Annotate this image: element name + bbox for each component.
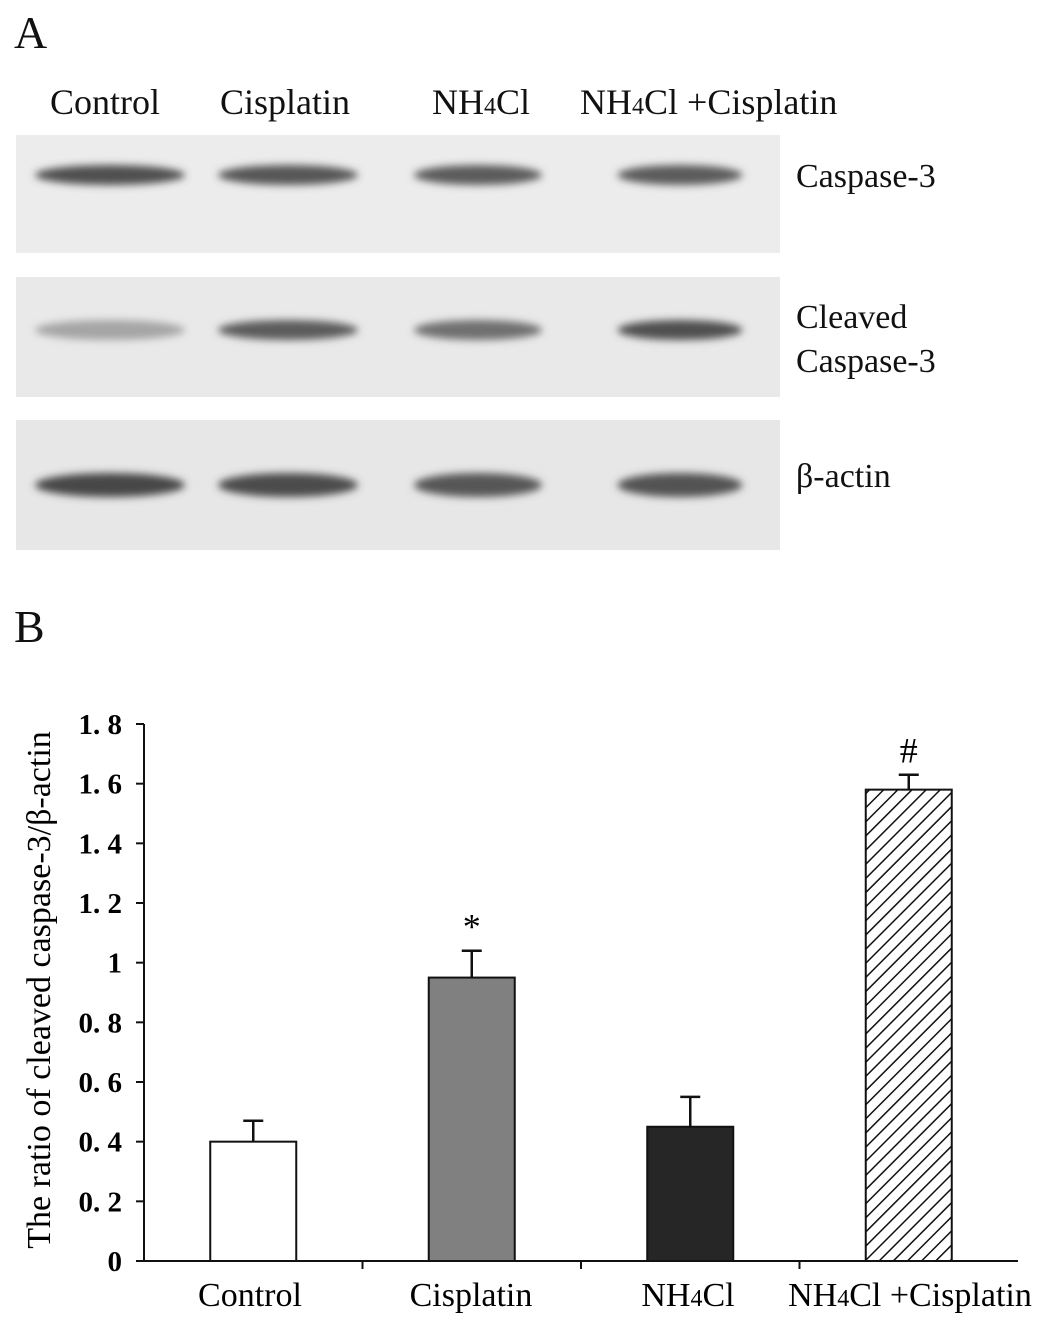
x-tick-label-4: NH4Cl +Cisplatin <box>788 1277 1032 1314</box>
significance-mark-4: # <box>900 731 918 771</box>
x-tick-label-1: Control <box>198 1277 302 1314</box>
band-beta-actin-lane-3 <box>414 473 542 497</box>
y-tick-label: 1. 8 <box>79 709 123 741</box>
y-tick-label: 0. 8 <box>79 1007 123 1039</box>
panel-a-letter: A <box>14 7 48 58</box>
band-cleaved-caspase-3-lane-1 <box>35 320 185 340</box>
bar-3 <box>646 1125 735 1262</box>
band-label-cleaved-caspase-3: Cleaved Caspase-3 <box>796 299 936 381</box>
band-beta-actin-lane-2 <box>218 473 358 497</box>
band-beta-actin-lane-1 <box>35 473 185 497</box>
band-beta-actin-lane-4 <box>617 473 743 497</box>
y-axis-label: The ratio of cleaved caspase-3/β-actin <box>21 731 58 1249</box>
band-cleaved-caspase-3-lane-4 <box>617 320 743 340</box>
band-label-beta-actin: β-actin <box>796 458 891 495</box>
lane-label-nh4cl: NH4Cl <box>432 82 531 122</box>
y-tick-label: 0. 4 <box>79 1127 123 1159</box>
bar-2 <box>427 976 516 1262</box>
panel-b-letter: B <box>14 601 45 652</box>
blot-strip-caspase-3 <box>16 135 780 253</box>
band-caspase-3-lane-4 <box>617 165 743 185</box>
y-tick-label: 0 <box>108 1246 123 1278</box>
x-tick-label-2: Cisplatin <box>410 1277 533 1314</box>
band-label-caspase-3: Caspase-3 <box>796 158 936 195</box>
band-cleaved-caspase-3-lane-2 <box>218 320 358 340</box>
y-tick-label: 1 <box>108 948 123 980</box>
lane-label-cisplatin: Cisplatin <box>220 82 351 122</box>
western-blot-image <box>16 135 780 550</box>
band-caspase-3-lane-3 <box>414 165 542 185</box>
band-cleaved-caspase-3-lane-3 <box>414 320 542 340</box>
y-tick-label: 1. 2 <box>79 888 123 920</box>
y-tick-label: 1. 4 <box>79 828 123 860</box>
lane-label-nh4cl-cisplatin: NH4Cl +Cisplatin <box>580 82 838 122</box>
bar-4 <box>864 788 953 1262</box>
y-tick-label: 0. 6 <box>79 1067 123 1099</box>
lane-label-control: Control <box>50 82 161 122</box>
bar-1 <box>209 1140 298 1262</box>
x-tick-label-3: NH4Cl <box>641 1277 734 1314</box>
y-tick-label: 1. 6 <box>79 769 123 801</box>
band-caspase-3-lane-1 <box>35 165 185 185</box>
significance-mark-2: * <box>463 907 481 947</box>
bar-chart: The ratio of cleaved caspase-3/β-actin 0… <box>21 709 1032 1314</box>
band-caspase-3-lane-2 <box>218 165 358 185</box>
y-tick-label: 0. 2 <box>79 1186 123 1218</box>
